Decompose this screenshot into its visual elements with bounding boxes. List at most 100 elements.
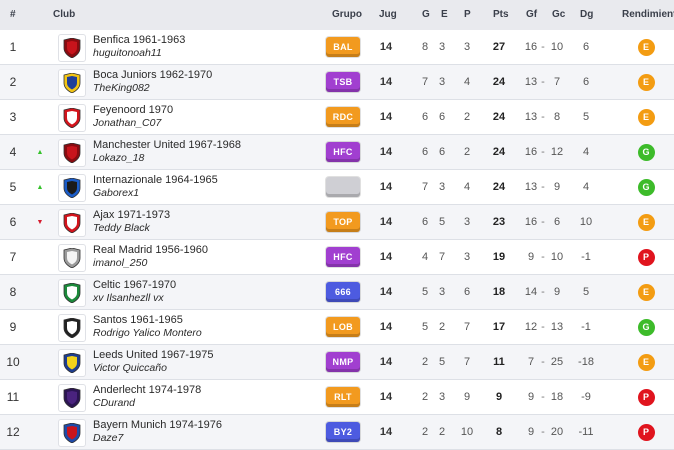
club-info[interactable]: Santos 1961-1965 Rodrigo Yalico Montero	[93, 313, 202, 340]
club-name[interactable]: Real Madrid 1956-1960	[93, 244, 208, 256]
club-info[interactable]: Benfica 1961-1963 huguitonoah11	[93, 33, 185, 60]
club-info[interactable]: Celtic 1967-1970 xv Ilsanhezll vx	[93, 278, 176, 305]
table-row[interactable]: 1 Benfica 1961-1963 huguitonoah11 BAL 14 8 3 3 2…	[0, 30, 674, 65]
blue-black-shield-icon	[63, 178, 81, 198]
club-name[interactable]: Boca Juniors 1962-1970	[93, 69, 213, 81]
manager-name[interactable]: Rodrigo Yalico Montero	[93, 327, 202, 339]
table-row[interactable]: 7 Real Madrid 1956-1960 imanol_250 HFC 14 4 7 3…	[0, 240, 674, 275]
group-badge[interactable]: TSB	[326, 72, 360, 92]
manager-name[interactable]: Jonathan_C07	[93, 117, 162, 129]
table-row[interactable]: 2 Boca Juniors 1962-1970 TheKing082 TSB 14 7 3…	[0, 65, 674, 100]
group-cell: LOB	[322, 310, 364, 344]
group-badge[interactable]: HFC	[326, 247, 360, 267]
manager-name[interactable]: imanol_250	[93, 257, 148, 269]
goals-against-value: 10	[550, 41, 564, 53]
table-row[interactable]: 12 Bayern Munich 1974-1976 Daze7 BY2 14 2 2 10 8…	[0, 415, 674, 450]
performance-badge: P	[637, 248, 655, 266]
goals-separator: -	[541, 111, 545, 123]
manager-name[interactable]: Teddy Black	[93, 222, 150, 234]
manager-name[interactable]: Gaborex1	[93, 187, 140, 199]
goals-for-value: 14	[524, 286, 538, 298]
played-value: 14	[379, 111, 393, 123]
goals-separator: -	[541, 251, 545, 263]
club-info[interactable]: Feyenoord 1970 Jonathan_C07	[93, 103, 173, 130]
club-crest[interactable]	[58, 384, 86, 412]
draws-value: 3	[438, 181, 446, 193]
wins-value: 5	[421, 321, 429, 333]
group-badge[interactable]: LOB	[326, 317, 360, 337]
club-name[interactable]: Feyenoord 1970	[93, 104, 174, 116]
goals-for-value: 9	[527, 251, 535, 263]
club-crest[interactable]	[58, 34, 86, 62]
losses-value: 7	[463, 321, 471, 333]
club-name[interactable]: Leeds United 1967-1975	[93, 349, 214, 361]
goals-for-value: 13	[524, 111, 538, 123]
table-row[interactable]: 9 Santos 1961-1965 Rodrigo Yalico Montero L…	[0, 310, 674, 345]
draws-value: 5	[438, 216, 446, 228]
club-info[interactable]: Real Madrid 1956-1960 imanol_250	[93, 243, 208, 270]
table-row[interactable]: 3 Feyenoord 1970 Jonathan_C07 RDC 14 6 6 2 24 13-…	[0, 100, 674, 135]
group-badge[interactable]: RDC	[326, 107, 360, 127]
manager-name[interactable]: Lokazo_18	[93, 152, 145, 164]
club-crest[interactable]	[58, 349, 86, 377]
green-white-shield-icon	[63, 283, 81, 303]
club-info[interactable]: Leeds United 1967-1975 Victor Quiccaño	[93, 348, 213, 375]
table-row[interactable]: 8 Celtic 1967-1970 xv Ilsanhezll vx 666 14 5 3…	[0, 275, 674, 310]
manager-name[interactable]: TheKing082	[93, 82, 150, 94]
club-crest[interactable]	[58, 104, 86, 132]
played-value: 14	[379, 76, 393, 88]
club-info[interactable]: Boca Juniors 1962-1970 TheKing082	[93, 68, 212, 95]
club-info[interactable]: Internazionale 1964-1965 Gaborex1	[93, 173, 218, 200]
club-crest[interactable]	[58, 419, 86, 447]
manager-name[interactable]: Daze7	[93, 432, 124, 444]
goal-difference-value: 5	[582, 286, 590, 298]
club-crest[interactable]	[58, 174, 86, 202]
club-crest[interactable]	[58, 209, 86, 237]
club-crest[interactable]	[58, 279, 86, 307]
club-name[interactable]: Celtic 1967-1970	[93, 279, 177, 291]
club-crest[interactable]	[58, 139, 86, 167]
goals-for-value: 12	[524, 321, 538, 333]
points-value: 11	[493, 356, 505, 368]
table-row[interactable]: 10 Leeds United 1967-1975 Victor Quiccaño N…	[0, 345, 674, 380]
goal-difference-value: -1	[581, 321, 591, 333]
group-badge[interactable]: BY2	[326, 422, 360, 442]
points-value: 23	[492, 216, 506, 228]
club-crest[interactable]	[58, 314, 86, 342]
points-value: 27	[492, 41, 506, 53]
group-badge[interactable]: HFC	[326, 142, 360, 162]
group-badge[interactable]: BAL	[326, 37, 360, 57]
club-name[interactable]: Santos 1961-1965	[93, 314, 183, 326]
losses-value: 4	[463, 181, 471, 193]
club-crest[interactable]	[58, 69, 86, 97]
manager-name[interactable]: huguitonoah11	[93, 47, 162, 59]
goal-difference-value: 4	[582, 146, 590, 158]
table-row[interactable]: 5 ▲ Internazionale 1964-1965 Gaborex1 14 7 3 4 2…	[0, 170, 674, 205]
manager-name[interactable]: Victor Quiccaño	[93, 362, 167, 374]
club-name[interactable]: Benfica 1961-1963	[93, 34, 186, 46]
club-name[interactable]: Bayern Munich 1974-1976	[93, 419, 223, 431]
club-crest[interactable]	[58, 244, 86, 272]
club-name[interactable]: Ajax 1971-1973	[93, 209, 171, 221]
club-info[interactable]: Anderlecht 1974-1978 CDurand	[93, 383, 201, 410]
manager-name[interactable]: CDurand	[93, 397, 136, 409]
group-badge[interactable]	[326, 177, 360, 197]
group-cell: TOP	[322, 205, 364, 239]
club-name[interactable]: Manchester United 1967-1968	[93, 139, 241, 151]
group-badge[interactable]: RLT	[326, 387, 360, 407]
manager-name[interactable]: xv Ilsanhezll vx	[93, 292, 164, 304]
header-e: E	[441, 9, 448, 20]
group-badge[interactable]: TOP	[326, 212, 360, 232]
yellow-blue-shield-icon	[63, 353, 81, 373]
club-name[interactable]: Internazionale 1964-1965	[93, 174, 218, 186]
performance-cell: G	[632, 135, 660, 169]
group-badge[interactable]: 666	[326, 282, 360, 302]
club-info[interactable]: Manchester United 1967-1968 Lokazo_18	[93, 138, 241, 165]
played-value: 14	[379, 216, 393, 228]
club-name[interactable]: Anderlecht 1974-1978	[93, 384, 202, 396]
club-info[interactable]: Ajax 1971-1973 Teddy Black	[93, 208, 170, 235]
group-badge[interactable]: NMP	[326, 352, 360, 372]
table-row[interactable]: 11 Anderlecht 1974-1978 CDurand RLT 14 2 3 9 9 9-…	[0, 380, 674, 415]
table-row[interactable]: 4 ▲ Manchester United 1967-1968 Lokazo_18 HF…	[0, 135, 674, 170]
table-row[interactable]: 6 ▼ Ajax 1971-1973 Teddy Black TOP 14 6 5 3 23 16-…	[0, 205, 674, 240]
